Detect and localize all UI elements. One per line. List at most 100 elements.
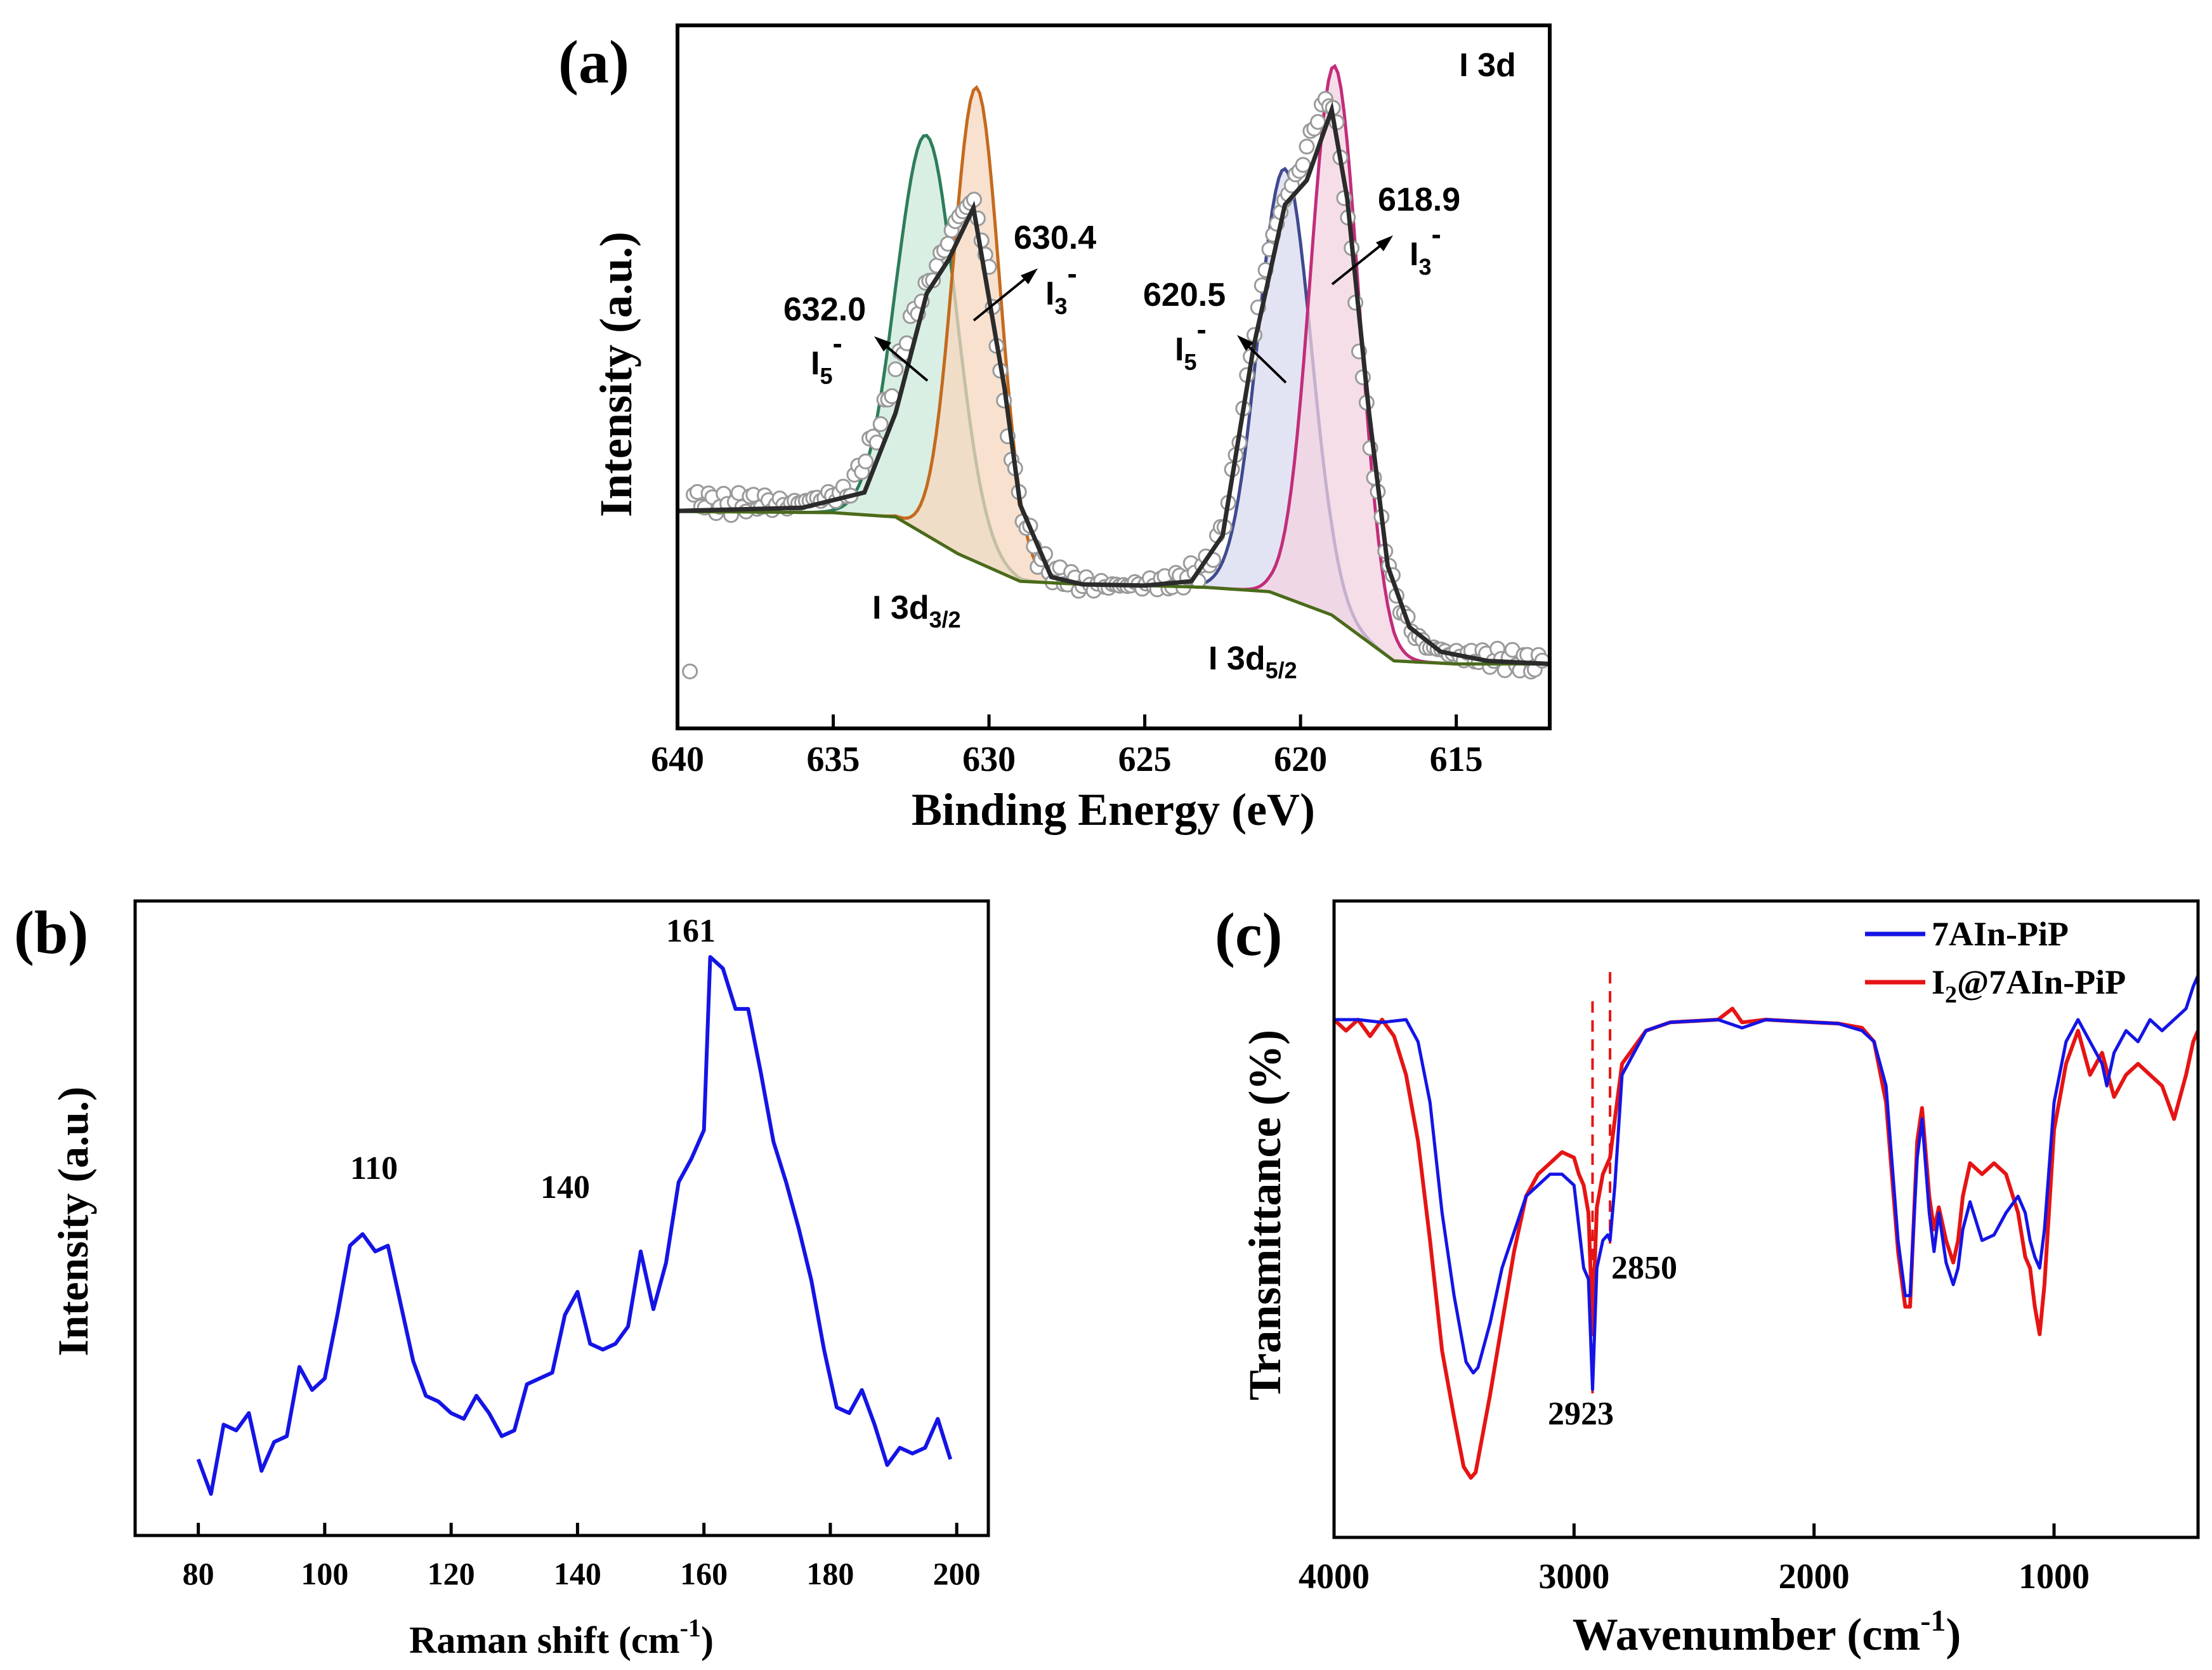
panel-a-corner-label: I 3d — [1459, 47, 1516, 84]
panel-b-x-label-main: Raman shift (cm — [409, 1619, 680, 1661]
legend-label-7ain-pip: 7AIn-PiP — [1932, 915, 2069, 953]
annotation-620-ion-main: I — [1175, 331, 1184, 368]
annotation-630-arrowhead — [1021, 268, 1038, 284]
annotation-618-ion-sup: - — [1431, 218, 1441, 251]
annotation-630: 630.4 I3- — [972, 220, 1096, 322]
legend-label-i2-pre: I — [1932, 963, 1945, 1001]
panel-c-dashed-lines — [1591, 972, 1612, 1396]
annotation-618-ion-main: I — [1410, 236, 1418, 273]
panel-b-tick-label-180: 180 — [806, 1556, 854, 1591]
panel-a-tick-label-620: 620 — [1274, 740, 1327, 779]
panel-b-tick-label-120: 120 — [428, 1556, 475, 1591]
panel-a-x-label: Binding Energy (eV) — [912, 784, 1315, 835]
panel-a-tick-label-635: 635 — [807, 740, 860, 779]
panel-c-frame — [1332, 899, 2200, 1539]
panel-c-x-label-end: ) — [1946, 1609, 1961, 1660]
panel-c-x-ticks: 4000 3000 2000 1000 — [1299, 1523, 2090, 1596]
annotation-632-arrow — [879, 340, 929, 382]
data-point — [872, 416, 889, 432]
data-point — [1310, 114, 1326, 130]
annotation-i3d32-sub: 3/2 — [929, 607, 961, 633]
panel-c-tick-label-2000: 2000 — [1779, 1557, 1850, 1596]
panel-c-x-label: Wavenumber (cm-1) — [1573, 1604, 1961, 1660]
panel-c-tick-label-3000: 3000 — [1538, 1557, 1609, 1596]
annotation-618-ion-sub: 3 — [1418, 254, 1431, 280]
panel-c-x-label-sup: -1 — [1920, 1604, 1946, 1638]
data-point — [1295, 157, 1311, 173]
annotation-2923: 2923 — [1548, 1396, 1614, 1432]
panel-b: (b) 80 100 120 140 160 180 200 Raman shift (cm… — [14, 898, 990, 1661]
annotation-620-ion-sup: - — [1196, 313, 1206, 346]
peak-fill-2 — [1144, 169, 1422, 662]
annotation-630-ion: I3- — [1045, 257, 1077, 319]
panel-b-x-label: Raman shift (cm-1) — [409, 1614, 714, 1661]
annotation-630-ion-main: I — [1045, 275, 1054, 312]
annotation-630-ion-sup: - — [1067, 257, 1077, 290]
annotation-161: 161 — [666, 913, 716, 949]
peak-fill-0 — [786, 135, 1064, 584]
panel-b-y-label: Intensity (a.u.) — [49, 1086, 97, 1356]
panel-b-x-label-sup: -1 — [680, 1614, 701, 1642]
panel-c-tick-label-4000: 4000 — [1299, 1557, 1370, 1596]
annotation-618-arrow — [1331, 240, 1387, 286]
panel-a-tick-label-630: 630 — [962, 740, 1016, 779]
annotation-620-value: 620.5 — [1143, 277, 1226, 313]
data-point — [858, 453, 874, 470]
annotation-2850: 2850 — [1611, 1250, 1677, 1286]
panel-b-tick-label-140: 140 — [554, 1556, 601, 1591]
panel-c-y-label: Transmittance (%) — [1240, 1030, 1290, 1401]
panel-a-envelope-line — [677, 101, 1550, 666]
panel-b-raman-line — [196, 955, 953, 1496]
panel-c-series-7ain-pip — [1334, 975, 2200, 1391]
annotation-i3d32-main: I 3d — [872, 589, 929, 626]
panel-a-tick-label-615: 615 — [1430, 740, 1483, 779]
panel-c-x-label-main: Wavenumber (cm — [1573, 1609, 1921, 1660]
peak-fill-3 — [1194, 66, 1472, 664]
panel-b-x-ticks: 80 100 120 140 160 180 200 — [183, 1523, 981, 1591]
panel-a-tick-label-625: 625 — [1118, 740, 1172, 779]
panel-b-x-label-end: ) — [701, 1619, 714, 1661]
annotation-618-ion: I3- — [1410, 218, 1441, 280]
panel-a-tick-label-640: 640 — [651, 740, 704, 779]
panel-a: (a) 640 635 630 625 620 615 Binding Energy (e… — [558, 23, 1552, 835]
annotation-618: 618.9 I3- — [1331, 181, 1460, 286]
annotation-620-ion-sub: 5 — [1184, 349, 1196, 375]
annotation-630-arrow — [972, 273, 1032, 322]
data-point — [1299, 138, 1315, 155]
panel-c: (c) 4000 3000 2000 1000 Wavenumber (cm-1) T… — [1215, 899, 2200, 1660]
panel-a-frame — [676, 23, 1552, 730]
annotation-630-ion-sub: 3 — [1054, 293, 1067, 319]
data-point — [887, 361, 904, 378]
data-point — [682, 663, 698, 680]
panel-c-label: (c) — [1215, 900, 1283, 968]
panel-b-tick-label-80: 80 — [183, 1556, 214, 1591]
annotation-i3d32: I 3d3/2 — [872, 589, 961, 633]
annotation-632-arrowhead — [874, 336, 891, 352]
panel-a-label: (a) — [558, 28, 629, 96]
panel-b-tick-label-160: 160 — [680, 1556, 728, 1591]
annotation-632-ion-sup: - — [832, 327, 842, 360]
annotation-620-ion: I5- — [1175, 313, 1207, 375]
annotation-630-value: 630.4 — [1014, 220, 1096, 256]
annotation-632-value: 632.0 — [783, 291, 866, 328]
panel-b-label: (b) — [14, 898, 88, 966]
annotation-620-arrowhead — [1237, 335, 1253, 351]
panel-b-tick-label-200: 200 — [933, 1556, 981, 1591]
panel-b-frame — [133, 899, 990, 1537]
legend-label-i2-post: @7AIn-PiP — [1957, 963, 2126, 1001]
annotation-632-ion-main: I — [811, 345, 820, 382]
annotation-140: 140 — [540, 1169, 590, 1206]
annotation-620-arrow — [1242, 340, 1287, 384]
peak-fill-1 — [836, 87, 1114, 585]
annotation-632-ion: I5- — [811, 327, 842, 389]
annotation-618-value: 618.9 — [1378, 181, 1460, 218]
annotation-i3d52: I 3d5/2 — [1208, 640, 1297, 683]
annotation-620: 620.5 I5- — [1143, 277, 1287, 384]
panel-c-legend: 7AIn-PiP I2@7AIn-PiP — [1865, 915, 2126, 1008]
annotation-632-ion-sub: 5 — [820, 363, 832, 389]
annotation-110: 110 — [350, 1150, 398, 1187]
legend-label-i2-7ain-pip: I2@7AIn-PiP — [1932, 963, 2126, 1008]
annotation-618-arrowhead — [1376, 235, 1393, 251]
panel-a-x-ticks: 640 635 630 625 620 615 — [651, 714, 1483, 779]
